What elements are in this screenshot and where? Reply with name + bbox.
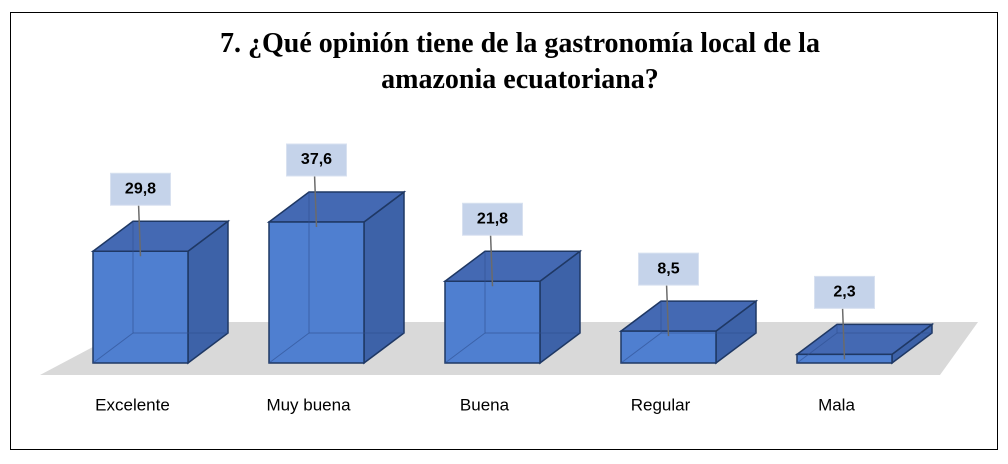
value-label-box: [462, 202, 523, 236]
x-tick-label: Buena: [460, 395, 510, 414]
value-label-box: [638, 252, 699, 286]
leader-line: [137, 203, 142, 257]
chart-title: 7. ¿Qué opinión tiene de la gastronomía …: [220, 28, 820, 95]
x-tick-label: Muy buena: [266, 395, 351, 414]
bar-front: [268, 221, 365, 364]
bar-front: [444, 280, 541, 364]
x-tick-label: Mala: [818, 395, 855, 414]
value-label: 37,6: [301, 151, 332, 168]
chart-frame: [10, 12, 998, 450]
bar: [794, 322, 935, 365]
value-label-box: [286, 143, 347, 177]
leader-line: [841, 306, 846, 360]
value-label: 2,3: [833, 284, 855, 301]
bar-front: [92, 250, 189, 364]
bar: [90, 219, 231, 365]
bar: [266, 190, 407, 365]
value-label: 21,8: [477, 210, 508, 227]
leader-line: [313, 173, 318, 228]
x-tick-label: Regular: [631, 395, 691, 414]
leader-line: [489, 233, 494, 287]
value-label-box: [110, 172, 171, 206]
leader-line: [665, 283, 670, 337]
value-label: 29,8: [125, 180, 156, 197]
value-label: 8,5: [657, 260, 679, 277]
value-label-box: [814, 275, 875, 309]
bar: [442, 249, 583, 365]
bar: [618, 299, 759, 365]
x-tick-label: Excelente: [95, 395, 170, 414]
